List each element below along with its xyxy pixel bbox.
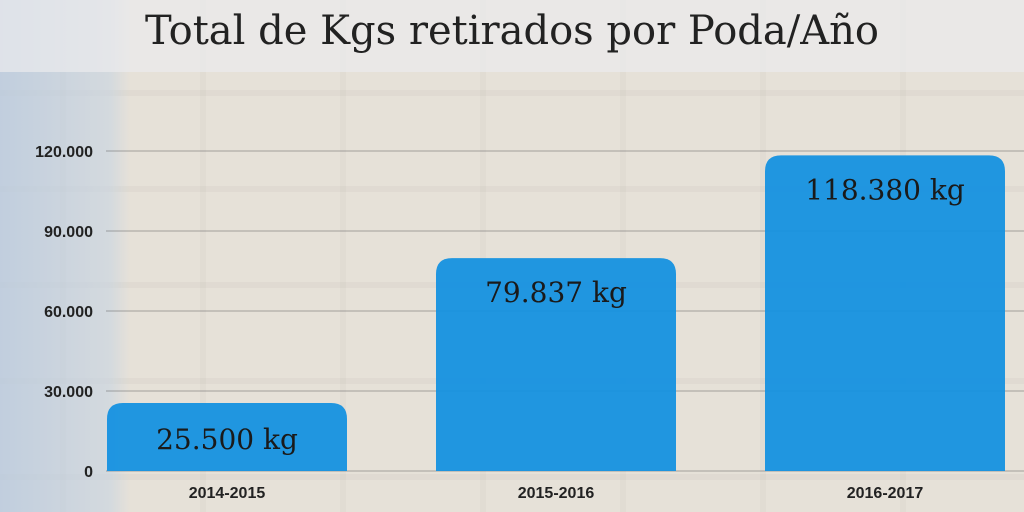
y-tick-label: 60.000 — [44, 304, 93, 321]
bar-2016-2017 — [765, 155, 1005, 471]
x-tick-label: 2014-2015 — [189, 485, 266, 502]
bar-2015-2016 — [436, 258, 676, 471]
title-band — [0, 0, 1024, 72]
x-tick-label: 2016-2017 — [847, 485, 924, 502]
data-label: 118.380 kg — [805, 173, 965, 206]
y-tick-label: 30.000 — [44, 384, 93, 401]
bar-2014-2015 — [107, 403, 347, 471]
y-tick-label: 0 — [84, 464, 93, 481]
y-tick-label: 90.000 — [44, 224, 93, 241]
x-tick-label: 2015-2016 — [518, 485, 595, 502]
data-label: 79.837 kg — [485, 276, 627, 309]
chart-title: Total de Kgs retirados por Poda/Año — [145, 8, 879, 54]
y-tick-label: 120.000 — [35, 144, 93, 161]
data-label: 25.500 kg — [156, 423, 298, 456]
